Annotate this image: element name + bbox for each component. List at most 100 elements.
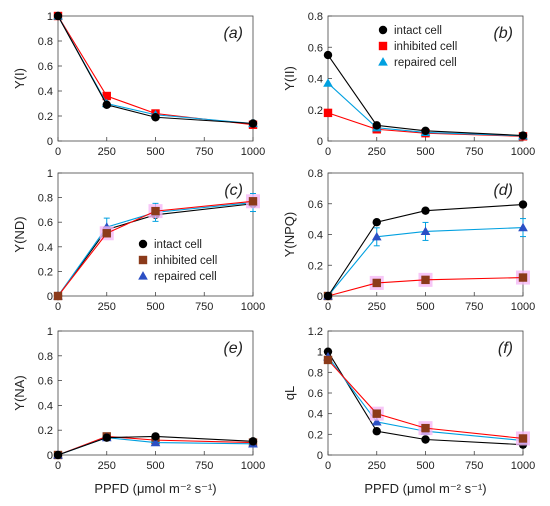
y-axis-label: Y(NA): [12, 375, 27, 410]
y-tick-label: 0.4: [38, 86, 53, 98]
data-point-intact: [248, 437, 258, 446]
y-tick-label: 0.2: [308, 429, 323, 441]
y-tick-label: 0.2: [308, 260, 323, 272]
data-point-intact: [248, 119, 258, 128]
x-tick-label: 750: [195, 301, 213, 313]
data-point-intact: [151, 432, 160, 441]
x-tick-label: 0: [55, 460, 61, 472]
data-point-inhibited: [518, 273, 528, 282]
x-tick-label: 0: [55, 301, 61, 313]
data-point-repaired: [371, 417, 382, 426]
y-tick-label: 0.8: [308, 168, 323, 180]
data-point-repaired: [420, 226, 431, 236]
series-inhibited: [53, 194, 260, 301]
data-point-intact: [102, 100, 111, 109]
panel-b: 0 0.2 0.4 0.6 0.8 0 250 500 750 1000 Y(II) (b) intac…: [282, 11, 535, 158]
legend-marker-inhibited: [378, 41, 388, 51]
data-point-inhibited: [323, 108, 333, 118]
y-tick-label: 0.6: [38, 217, 53, 229]
x-tick-label: 250: [98, 146, 116, 158]
legend-marker-inhibited: [138, 255, 148, 265]
y-tick-label: 0.4: [308, 409, 323, 421]
x-tick-label: 0: [325, 146, 331, 158]
x-tick-label: 250: [368, 301, 386, 313]
series-repaired: [323, 218, 528, 300]
x-tick-label: 750: [465, 460, 483, 472]
x-tick-label: 1000: [241, 301, 265, 313]
series-line-repaired: [327, 82, 524, 137]
y-tick-label: 0.2: [38, 111, 53, 123]
panel-f: 0 0.2 0.4 0.6 0.8 1 1.2 0 250 500 750 1000 qL PPFD (μ…: [282, 326, 535, 496]
series-intact: [53, 11, 258, 128]
data-point-inhibited: [151, 206, 160, 216]
x-tick-label: 1000: [241, 460, 265, 472]
series-line-repaired: [57, 201, 254, 297]
x-tick-label: 0: [325, 301, 331, 313]
data-point-intact: [323, 50, 333, 60]
data-point-intact: [53, 450, 63, 460]
y-axis-label: qL: [282, 386, 297, 400]
y-axis-label: Y(I): [12, 68, 27, 89]
data-point-inhibited: [102, 229, 111, 238]
data-point-intact: [323, 347, 333, 356]
data-point-intact: [518, 200, 528, 209]
series-line-inhibited: [327, 277, 524, 297]
x-tick-label: 500: [416, 146, 434, 158]
y-tick-label: 0: [47, 136, 53, 148]
data-point-intact: [151, 113, 160, 122]
y-tick-label: 0.8: [38, 193, 53, 205]
x-tick-label: 750: [195, 460, 213, 472]
y-tick-label: 0.6: [308, 42, 323, 54]
data-point-inhibited: [248, 197, 258, 206]
data-point-intact: [421, 206, 430, 215]
panel-c: 0 0.2 0.4 0.6 0.8 1 0 250 500 750 1000 Y(ND) (c) inta…: [12, 168, 265, 313]
panel-label: (d): [493, 182, 513, 199]
data-point-intact: [421, 126, 430, 136]
series-line-inhibited: [57, 435, 254, 456]
y-tick-label: 1: [317, 347, 323, 359]
series-line-inhibited: [327, 359, 524, 440]
series-line-intact: [327, 351, 524, 446]
x-tick-label: 750: [465, 301, 483, 313]
panel-d: 0 0.2 0.4 0.6 0.8 0 250 500 750 1000 Y(NPQ) (d): [282, 168, 535, 313]
x-tick-label: 1000: [241, 146, 265, 158]
y-tick-label: 0.2: [308, 105, 323, 117]
panel-e: 0 0.2 0.4 0.6 0.8 1 0 250 500 750 1000 Y(NA) PPFD (μ…: [12, 326, 265, 496]
y-tick-label: 0: [47, 291, 53, 303]
data-point-intact: [421, 435, 430, 444]
data-point-intact: [518, 131, 528, 140]
data-point-intact: [323, 291, 333, 301]
legend-label-inhibited: inhibited cell: [154, 255, 217, 267]
legend-marker-intact: [378, 25, 388, 35]
x-tick-label: 1000: [511, 301, 535, 313]
x-tick-label: 250: [368, 146, 386, 158]
data-point-inhibited: [102, 91, 111, 101]
series-line-intact: [327, 54, 524, 137]
x-tick-label: 500: [146, 146, 164, 158]
y-tick-label: 0.8: [38, 351, 53, 363]
series-line-inhibited: [57, 200, 254, 297]
panel-label: (b): [493, 25, 513, 42]
series-intact: [323, 200, 528, 301]
x-tick-label: 500: [146, 301, 164, 313]
x-tick-label: 250: [368, 460, 386, 472]
data-point-intact: [102, 433, 111, 442]
data-point-intact: [372, 121, 381, 130]
panel-label: (c): [224, 182, 243, 199]
x-tick-label: 1000: [511, 460, 535, 472]
data-point-inhibited: [53, 291, 63, 301]
y-tick-label: 0.4: [308, 74, 323, 86]
legend-label-inhibited: inhibited cell: [394, 41, 457, 53]
data-point-inhibited: [372, 409, 381, 418]
legend-label-repaired: repaired cell: [154, 271, 217, 283]
data-point-repaired: [323, 78, 333, 87]
x-tick-label: 0: [55, 146, 61, 158]
panel-label: (a): [223, 25, 243, 42]
series-intact: [53, 432, 258, 460]
y-tick-label: 0.8: [38, 36, 53, 48]
y-axis-label: Y(II): [282, 66, 297, 91]
x-axis-label: PPFD (μmol m⁻² s⁻¹): [94, 481, 216, 496]
data-point-intact: [53, 11, 63, 21]
y-tick-label: 0.8: [308, 367, 323, 379]
x-tick-label: 500: [416, 301, 434, 313]
